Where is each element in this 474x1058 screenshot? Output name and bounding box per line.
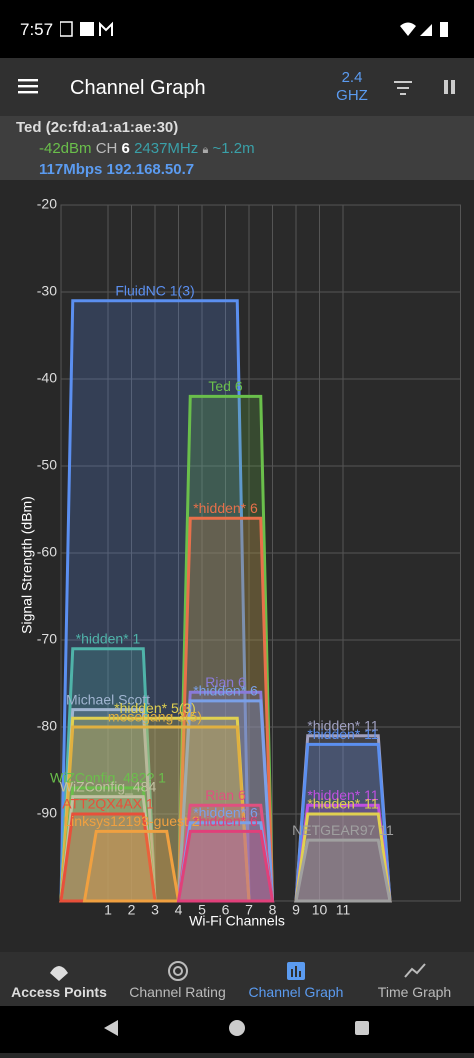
y-axis-label: Signal Strength (dBm) xyxy=(19,496,35,634)
y-tick-label: -70 xyxy=(37,631,57,647)
network-label: NETGEAR97 11 xyxy=(292,822,394,838)
app-title: Channel Graph xyxy=(70,77,206,99)
nav-item[interactable]: Channel Graph xyxy=(237,952,355,1006)
network-label: FluidNC 1(3) xyxy=(115,282,194,298)
y-tick-label: -40 xyxy=(37,370,57,386)
y-tick-label: -80 xyxy=(37,718,57,734)
nav-label: Channel Rating xyxy=(129,984,226,1000)
y-tick-label: -60 xyxy=(37,544,57,560)
network-label: Michael Scott xyxy=(66,691,150,707)
nav-item[interactable]: Access Points xyxy=(0,952,118,1006)
frequency: 2437MHz xyxy=(134,140,199,157)
network-label: Rian 6 xyxy=(205,674,246,690)
band-unit: GHZ xyxy=(336,87,368,104)
x-axis-label: Wi-Fi Channels xyxy=(189,913,285,929)
app-bar: Channel Graph 2.4 GHZ xyxy=(0,58,474,116)
ch-label: CH xyxy=(95,140,118,157)
x-tick-label: 1 xyxy=(104,902,112,918)
band: 2.4 xyxy=(341,69,363,86)
channel-chart: Signal Strength (dBm) Wi-Fi Channels -20… xyxy=(19,196,461,929)
y-tick-label: -20 xyxy=(37,196,57,212)
speed: 117Mbps 192.168.50.7 xyxy=(39,161,195,178)
network-label: *hidden* 1 xyxy=(76,630,141,646)
filter-button[interactable] xyxy=(394,80,414,96)
network-label: *hidden* 6 xyxy=(193,804,258,820)
ssid: Ted (2c:fd:a1:a1:ae:30) xyxy=(16,119,179,136)
x-tick-label: 9 xyxy=(292,902,300,918)
x-tick-label: 4 xyxy=(175,902,183,918)
network-label: Linksys12193-guest 2 xyxy=(63,813,199,829)
bottom-nav: Access Points Channel Rating Channel Graph… xyxy=(0,952,474,1006)
home-button[interactable] xyxy=(229,1020,245,1036)
nav-icon xyxy=(167,961,188,981)
system-buttons xyxy=(104,1020,369,1036)
details: -42dBm CH 6 2437MHz 🔒︎ ~1.2m xyxy=(39,140,255,157)
network-label: *hidden* 11 xyxy=(307,717,379,733)
nav-label: Channel Graph xyxy=(248,984,344,1000)
x-tick-label: 8 xyxy=(269,902,277,918)
recents-button[interactable] xyxy=(355,1021,369,1035)
network-area xyxy=(176,829,275,903)
nav-icon xyxy=(50,966,68,981)
network-label: Rian 6 xyxy=(205,787,246,803)
network-label: WiZConfig_482? 1 xyxy=(50,770,166,786)
lock-icon: 🔒︎ xyxy=(202,144,209,156)
x-tick-label: 3 xyxy=(151,902,159,918)
nav-item[interactable]: Channel Rating xyxy=(119,952,237,1006)
network-label: *hidden* 6 xyxy=(193,813,258,829)
nav-label: Access Points xyxy=(11,984,107,1000)
clock: 7:57 xyxy=(20,20,54,39)
connection-info: Ted (2c:fd:a1:a1:ae:30) -42dBm CH 6 2437… xyxy=(0,116,474,180)
menu-button[interactable] xyxy=(18,78,40,96)
y-tick-label: -30 xyxy=(37,283,57,299)
x-tick-label: 7 xyxy=(245,902,253,918)
nav-label: Time Graph xyxy=(377,984,452,1000)
network-area xyxy=(294,838,392,903)
network-label: *hidden* 6 xyxy=(193,500,258,516)
nav-icon xyxy=(287,962,305,980)
network-label: Ted 6 xyxy=(208,378,242,394)
nav-item[interactable]: Time Graph xyxy=(356,952,474,1006)
band-toggle[interactable]: 2.4 GHZ xyxy=(330,69,374,105)
network-label: WiZConfig_484 xyxy=(60,778,157,794)
signal: -42dBm xyxy=(39,140,92,157)
notification-icons xyxy=(60,21,113,37)
network-area xyxy=(82,829,181,903)
x-tick-label: 10 xyxy=(312,902,328,918)
x-tick-label: 5 xyxy=(198,902,206,918)
system-nav xyxy=(0,1006,474,1053)
network-label: *hidden* 11 xyxy=(307,726,379,742)
status-bar: 7:57 xyxy=(0,0,474,58)
distance: ~1.2m xyxy=(212,140,255,157)
nav-icon xyxy=(403,963,426,978)
channel: 6 xyxy=(121,140,130,157)
network-label: mosegang 3(5) xyxy=(108,709,202,725)
x-tick-label: 2 xyxy=(128,902,136,918)
x-tick-label: 6 xyxy=(222,902,230,918)
x-tick-label: 11 xyxy=(336,902,351,918)
y-tick-label: -50 xyxy=(37,457,57,473)
system-icons xyxy=(400,22,448,37)
y-tick-label: -90 xyxy=(37,805,57,821)
network-label: *hidden* 11 xyxy=(307,796,379,812)
network-label: *hidden* 5(3) xyxy=(114,700,196,716)
network-label: *hidden* 11 xyxy=(307,787,379,803)
back-button[interactable] xyxy=(104,1020,118,1036)
network-label: ATT2QX4AX 1 xyxy=(62,796,154,812)
network-label: *hidden* 6 xyxy=(193,683,258,699)
pause-button[interactable] xyxy=(443,79,457,95)
